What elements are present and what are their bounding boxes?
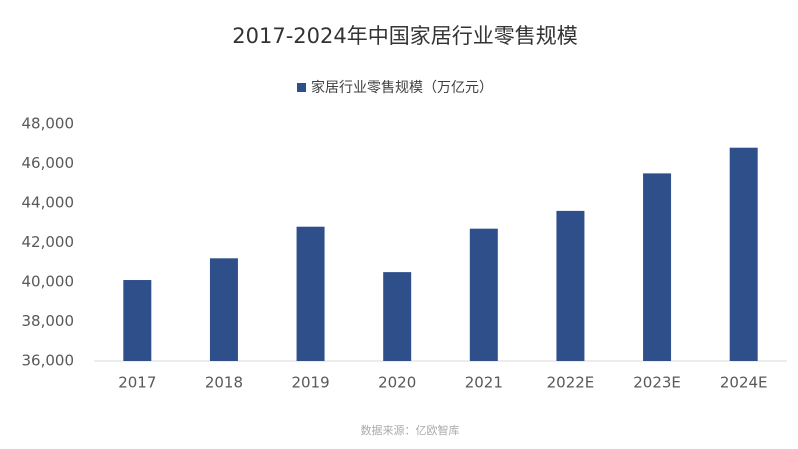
source-note: 数据来源：亿欧智库 xyxy=(361,423,460,437)
legend-label: 家居行业零售规模（万亿元） xyxy=(311,79,493,96)
x-tick-label: 2020 xyxy=(378,374,416,392)
x-tick-label: 2018 xyxy=(205,374,243,392)
y-tick-label: 40,000 xyxy=(22,273,75,291)
bar xyxy=(729,147,758,361)
bar xyxy=(209,258,238,361)
y-tick-label: 36,000 xyxy=(22,352,75,370)
x-tick-label: 2023E xyxy=(633,374,681,392)
chart-title: 2017-2024年中国家居行业零售规模 xyxy=(232,24,577,48)
y-tick-label: 48,000 xyxy=(22,115,75,133)
x-tick-label: 2022E xyxy=(547,374,595,392)
x-tick-label: 2017 xyxy=(118,374,156,392)
y-tick-label: 42,000 xyxy=(22,233,75,251)
bar xyxy=(123,280,152,361)
bar xyxy=(296,226,325,361)
y-tick-label: 46,000 xyxy=(22,154,75,172)
x-tick-label: 2019 xyxy=(291,374,329,392)
bar xyxy=(643,173,672,361)
y-tick-label: 44,000 xyxy=(22,194,75,212)
bar xyxy=(556,210,585,361)
legend-swatch xyxy=(297,83,306,92)
bar xyxy=(469,228,498,361)
bar xyxy=(383,272,412,361)
x-tick-label: 2024E xyxy=(720,374,768,392)
y-tick-label: 38,000 xyxy=(22,312,75,330)
x-tick-label: 2021 xyxy=(465,374,503,392)
